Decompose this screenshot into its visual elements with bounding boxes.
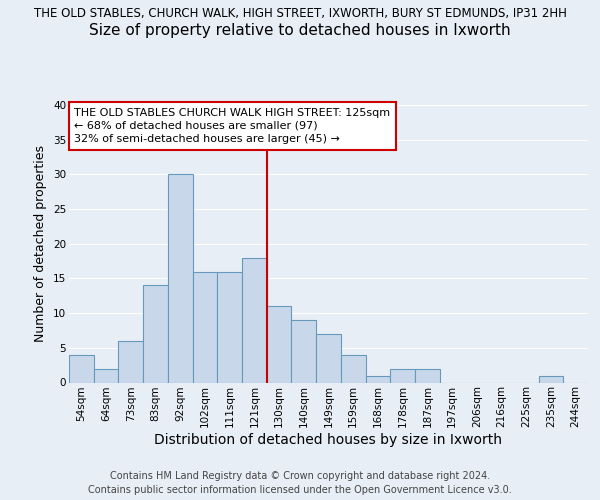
Bar xyxy=(242,258,267,382)
Bar xyxy=(341,355,365,382)
Bar xyxy=(94,368,118,382)
Bar xyxy=(292,320,316,382)
Text: Contains HM Land Registry data © Crown copyright and database right 2024.
Contai: Contains HM Land Registry data © Crown c… xyxy=(88,471,512,495)
Bar xyxy=(69,355,94,382)
Bar xyxy=(415,368,440,382)
Bar xyxy=(193,272,217,382)
Bar xyxy=(390,368,415,382)
Text: THE OLD STABLES CHURCH WALK HIGH STREET: 125sqm
← 68% of detached houses are sma: THE OLD STABLES CHURCH WALK HIGH STREET:… xyxy=(74,108,391,144)
Text: Size of property relative to detached houses in Ixworth: Size of property relative to detached ho… xyxy=(89,22,511,38)
Bar xyxy=(316,334,341,382)
Bar xyxy=(143,286,168,382)
Bar xyxy=(267,306,292,382)
Bar xyxy=(217,272,242,382)
Bar xyxy=(168,174,193,382)
Bar xyxy=(118,341,143,382)
Y-axis label: Number of detached properties: Number of detached properties xyxy=(34,145,47,342)
X-axis label: Distribution of detached houses by size in Ixworth: Distribution of detached houses by size … xyxy=(155,433,503,447)
Bar xyxy=(539,376,563,382)
Text: THE OLD STABLES, CHURCH WALK, HIGH STREET, IXWORTH, BURY ST EDMUNDS, IP31 2HH: THE OLD STABLES, CHURCH WALK, HIGH STREE… xyxy=(34,8,566,20)
Bar xyxy=(365,376,390,382)
